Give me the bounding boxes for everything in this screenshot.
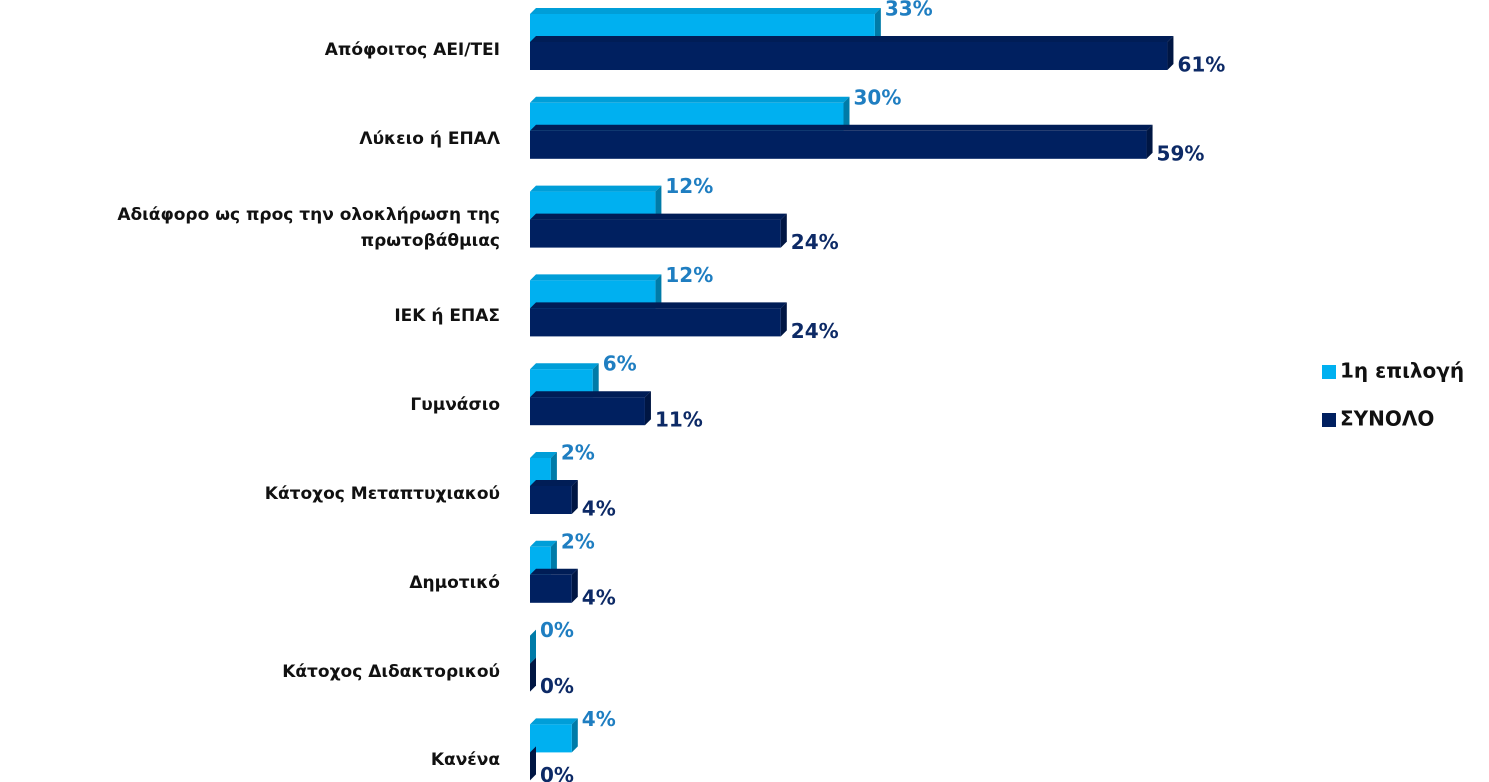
bar-top — [530, 213, 787, 220]
data-label: 12% — [665, 263, 713, 287]
bar-side — [843, 96, 850, 131]
legend-swatch — [1322, 413, 1336, 427]
category-label: Αδιάφορο ως προς την ολοκλήρωση της πρωτ… — [117, 204, 500, 251]
bar-top — [530, 302, 787, 309]
data-label: 0% — [540, 674, 574, 698]
bar-side — [1146, 124, 1153, 159]
data-label: 11% — [655, 408, 703, 432]
data-label: 4% — [582, 707, 616, 731]
legend-label: ΣΥΝΟΛΟ — [1340, 407, 1434, 431]
bar-top — [530, 96, 850, 103]
category-label: Λύκειο ή ΕΠΑΛ — [359, 128, 500, 149]
data-label: 59% — [1157, 141, 1205, 165]
data-label: 4% — [582, 585, 616, 609]
bar — [530, 486, 572, 514]
category-label: Κάτοχος Διδακτορικού — [282, 661, 500, 682]
data-label: 24% — [791, 230, 839, 254]
bar-side — [530, 629, 536, 664]
bar-side — [571, 718, 578, 753]
data-label: 6% — [603, 352, 637, 376]
data-label: 30% — [854, 85, 902, 109]
bar-top — [530, 391, 651, 398]
bar-top — [530, 8, 881, 14]
bar — [530, 574, 572, 603]
bar-side — [592, 363, 599, 398]
bar-side — [571, 480, 578, 514]
bar-side — [530, 657, 536, 692]
bar — [530, 308, 781, 337]
bar-top — [530, 718, 578, 725]
data-label: 4% — [582, 497, 616, 521]
bar-side — [550, 452, 557, 486]
bar — [530, 397, 645, 426]
data-label: 24% — [791, 319, 839, 343]
bar-side — [1167, 36, 1174, 70]
legend-swatch — [1322, 365, 1336, 379]
bar — [530, 458, 551, 486]
bar-side — [655, 185, 662, 220]
category-label: Δημοτικό — [409, 572, 500, 593]
bar-top — [530, 480, 578, 486]
legend-label: 1η επιλογή — [1340, 359, 1464, 383]
bar — [530, 42, 1168, 70]
bar-side — [530, 746, 536, 781]
bar-top — [530, 185, 662, 192]
data-label: 2% — [561, 529, 595, 553]
bar-side — [644, 391, 651, 426]
bar-top — [530, 124, 1153, 131]
category-label: Απόφοιτος ΑΕΙ/ΤΕΙ — [324, 40, 500, 60]
data-label: 2% — [561, 441, 595, 465]
bar-side — [550, 540, 557, 575]
bar-top — [530, 363, 599, 370]
bar-side — [780, 302, 787, 337]
category-label: Κανένα — [430, 750, 500, 771]
bar — [530, 219, 781, 248]
bar — [530, 546, 551, 575]
bar — [530, 130, 1147, 159]
data-label: 0% — [540, 618, 574, 642]
bar-side — [655, 274, 662, 309]
category-label: ΙΕΚ ή ΕΠΑΣ — [394, 306, 500, 327]
bar-side — [780, 213, 787, 248]
bar-top — [530, 452, 557, 458]
category-label: Κάτοχος Μεταπτυχιακού — [264, 484, 500, 504]
bar-side — [874, 8, 881, 42]
bar — [530, 724, 572, 753]
bar-top — [530, 568, 578, 575]
bar-top — [530, 274, 662, 281]
data-label: 61% — [1177, 53, 1225, 77]
data-label: 12% — [665, 174, 713, 198]
bar-side — [571, 568, 578, 603]
data-label: 33% — [885, 0, 933, 21]
bar-top — [530, 540, 557, 547]
data-label: 0% — [540, 763, 574, 782]
bar-top — [530, 36, 1174, 42]
category-label: Γυμνάσιο — [410, 395, 500, 416]
